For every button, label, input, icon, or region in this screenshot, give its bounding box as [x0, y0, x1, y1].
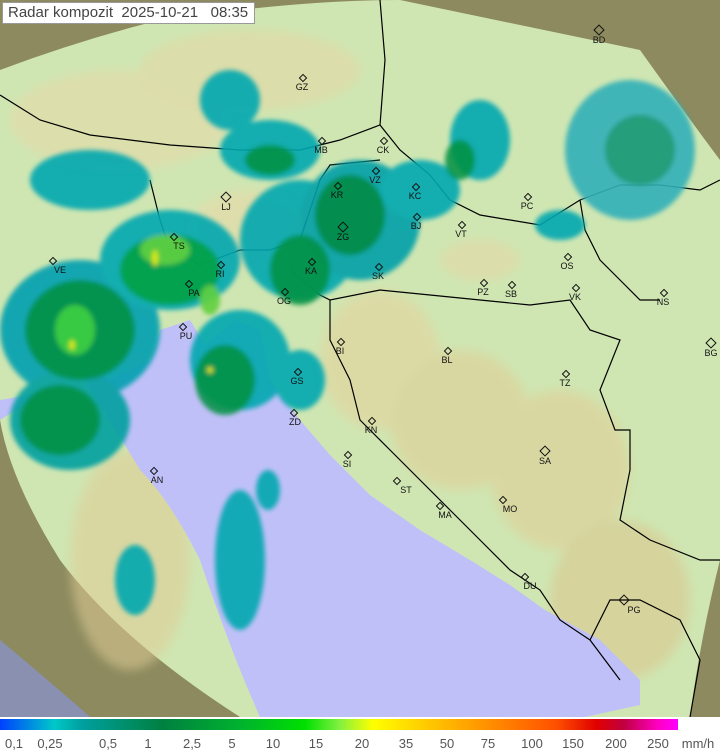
city-label-sk: SK: [371, 271, 385, 281]
city-label-vk: VK: [568, 292, 582, 302]
city-label-pu: PU: [179, 331, 193, 341]
legend-label: 1: [144, 736, 152, 751]
city-label-sa: SA: [538, 456, 552, 466]
city-label-ka: KA: [304, 266, 318, 276]
city-label-ri: RI: [215, 269, 225, 279]
legend-label: 250: [647, 736, 669, 751]
radar-map: [0, 0, 720, 717]
city-label-pa: PA: [188, 288, 200, 298]
legend-label: 100: [521, 736, 543, 751]
city-label-gz: GZ: [295, 82, 309, 92]
adriatic-sea: [70, 320, 640, 717]
city-label-pc: PC: [520, 201, 534, 211]
legend-color-scale: [0, 719, 678, 730]
legend-label: 5: [228, 736, 236, 751]
legend-label: 0,5: [98, 736, 118, 751]
city-label-bl: BL: [441, 355, 453, 365]
city-label-kr: KR: [330, 190, 344, 200]
legend-label: 35: [398, 736, 414, 751]
city-label-si: SI: [342, 459, 352, 469]
city-label-og: OG: [276, 296, 292, 306]
city-label-mb: MB: [314, 145, 328, 155]
city-label-bj: BJ: [410, 221, 422, 231]
map-title: Radar kompozit 2025-10-21 08:35: [2, 2, 256, 24]
city-label-vz: VZ: [369, 175, 381, 185]
outside-range-sea: [0, 640, 90, 717]
city-label-mo: MO: [502, 504, 518, 514]
legend-label: 2,5: [182, 736, 202, 751]
city-label-an: AN: [150, 475, 164, 485]
legend-label: 15: [308, 736, 324, 751]
city-label-lj: LJ: [221, 202, 231, 212]
legend-label: 10: [265, 736, 281, 751]
legend-label: 0,25: [37, 736, 63, 751]
city-label-ve: VE: [53, 265, 67, 275]
city-label-du: DU: [523, 581, 537, 591]
city-label-kc: KC: [408, 191, 422, 201]
city-label-pg: PG: [627, 605, 641, 615]
legend-label: 75: [480, 736, 496, 751]
city-label-ma: MA: [438, 510, 452, 520]
city-label-st: ST: [400, 485, 412, 495]
city-label-ck: CK: [376, 145, 390, 155]
city-label-zg: ZG: [336, 232, 350, 242]
legend-label: 200: [605, 736, 627, 751]
radar-echoes: [0, 70, 695, 630]
city-label-zd: ZD: [289, 417, 301, 427]
city-label-pz: PZ: [477, 287, 489, 297]
city-label-tz: TZ: [559, 378, 571, 388]
city-label-kn: KN: [364, 425, 378, 435]
city-label-ts: TS: [173, 241, 185, 251]
city-label-ns: NS: [656, 297, 670, 307]
legend-label: 150: [562, 736, 584, 751]
city-label-os: OS: [560, 261, 574, 271]
precipitation-legend: 0,1 0,25 0,5 1 2,5 5 10 15 20 35 50 75 100 150 200 250 …: [0, 717, 720, 751]
legend-label: 50: [439, 736, 455, 751]
legend-label: 0,1: [4, 736, 24, 751]
city-label-gs: GS: [290, 376, 304, 386]
city-label-bi: BI: [335, 346, 345, 356]
city-label-bg: BG: [704, 348, 718, 358]
legend-unit: mm/h: [681, 736, 715, 751]
city-label-bd: BD: [592, 35, 606, 45]
legend-label: 20: [354, 736, 370, 751]
city-label-vt: VT: [455, 229, 467, 239]
city-label-sb: SB: [504, 289, 518, 299]
